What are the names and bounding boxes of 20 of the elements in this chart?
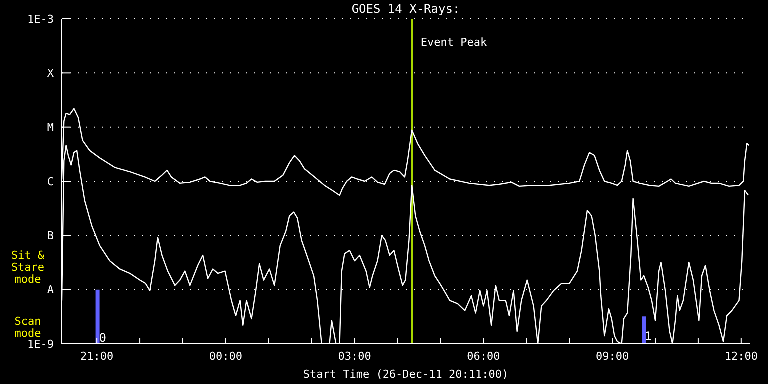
y-tick-label: B	[47, 230, 54, 243]
mode-label: Scan mode	[14, 316, 42, 340]
annotation: 0	[99, 331, 106, 346]
annotation: 1	[644, 329, 652, 344]
x-tick-label: 09:00	[596, 350, 630, 363]
y-tick-label: M	[47, 121, 54, 134]
ref-line-label: Event Peak	[420, 36, 488, 49]
x-tick-label: 21:00	[80, 350, 114, 363]
x-axis-title: Start Time (26-Dec-11 20:11:00)	[303, 368, 509, 381]
chart-title: GOES 14 X-Rays:	[350, 2, 462, 16]
x-tick-label: 12:00	[724, 350, 758, 363]
y-tick-label: 1E-9	[28, 338, 54, 351]
y-tick-label: A	[47, 284, 54, 297]
y-tick-label: C	[47, 175, 54, 188]
x-tick-label: 06:00	[467, 350, 500, 363]
y-tick-label: 1E-3	[28, 12, 54, 26]
mode-label: Sit & Stare mode	[10, 250, 46, 286]
x-tick-label: 03:00	[338, 350, 372, 363]
x-tick-label: 00:00	[209, 350, 243, 363]
y-tick-label: X	[47, 67, 54, 80]
